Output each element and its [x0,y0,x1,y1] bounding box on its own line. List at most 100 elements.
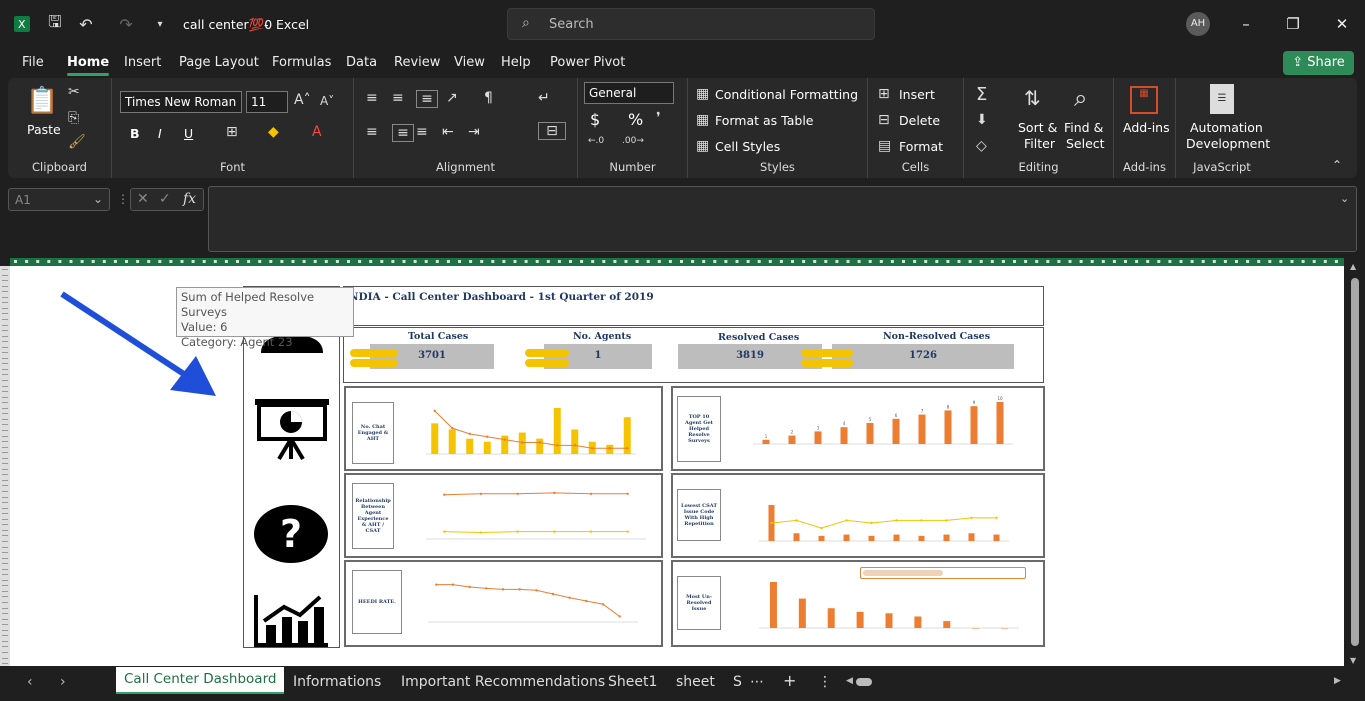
share-button[interactable]: ⇪ Share [1283,51,1354,75]
borders-icon[interactable]: ⊞ [226,124,238,140]
font-name-select[interactable]: Times New Roman [120,91,242,113]
name-box[interactable]: A1 ⌄ [8,188,110,211]
expand-formula-icon[interactable]: ⌄ [1340,192,1350,205]
tab-data[interactable]: Data [346,55,378,70]
enter-icon[interactable]: ✓ [159,191,171,207]
tab-file[interactable]: File [22,55,44,70]
sheet-tab-sheet1[interactable]: Sheet1 [608,674,658,690]
addins-button[interactable]: Add-ins [1123,120,1170,135]
sort-filter-button-line2[interactable]: Filter [1024,136,1055,151]
close-icon[interactable]: ✕ [1335,15,1349,33]
italic-button[interactable]: I [158,126,162,141]
avatar[interactable]: AH [1186,12,1210,36]
font-color-icon[interactable]: A [312,124,322,140]
save-icon[interactable]: 🖫 [48,11,62,31]
automation-button-line2[interactable]: Development [1186,136,1271,151]
tab-view[interactable]: View [454,55,485,70]
autosum-icon[interactable]: Σ [976,84,988,105]
paste-button[interactable]: Paste [27,122,61,137]
align-top-icon[interactable]: ≡ [366,90,378,106]
rtl-icon[interactable]: ¶ [484,90,493,106]
next-sheet-icon[interactable]: › [60,674,66,690]
increase-indent-icon[interactable]: ⇥ [468,124,480,140]
restore-icon[interactable]: ❐ [1286,15,1300,33]
increase-font-icon[interactable]: A˄ [294,92,311,108]
comma-style-icon[interactable]: ❜ [656,110,661,126]
more-sheets-icon[interactable]: ⋯ [750,674,764,690]
sheet-tab-informations[interactable]: Informations [293,674,382,690]
year-slicer-1b[interactable] [350,359,398,367]
sheet-options-icon[interactable]: ⋮ [818,674,832,690]
underline-button[interactable]: U [184,126,194,141]
copy-icon[interactable]: ⎘ [68,110,80,126]
sheet-tab-sheet[interactable]: sheet [676,674,715,690]
sheet-tab-recommendations[interactable]: Important Recommendations [401,674,606,690]
undo-icon[interactable]: ↶ [79,14,93,34]
automation-button[interactable]: Automation [1190,120,1263,135]
decrease-decimal-icon[interactable]: .00→ [622,136,644,146]
format-painter-icon[interactable]: 🖌 [68,134,86,150]
formula-input[interactable] [208,186,1357,252]
bold-button[interactable]: B [130,126,140,141]
tab-help[interactable]: Help [501,55,531,70]
decrease-font-icon[interactable]: A˅ [320,94,335,108]
year-slicer-2a[interactable] [525,349,569,357]
tab-review[interactable]: Review [394,55,441,70]
orientation-icon[interactable]: ↗ [446,90,458,106]
scroll-up-icon[interactable]: ▲ [1350,262,1357,271]
add-sheet-icon[interactable]: + [783,671,797,690]
sort-filter-button[interactable]: Sort & [1018,120,1058,135]
vertical-scroll-thumb[interactable] [1351,278,1359,646]
find-select-button[interactable]: Find & [1064,120,1104,135]
year-slicer-3a[interactable] [801,349,853,357]
year-slicer-1a[interactable] [350,349,398,357]
scroll-left-icon[interactable]: ◀ [846,676,853,686]
horizontal-scrollbar[interactable]: ◀ ▶ [846,676,1346,688]
unresolved-slicer[interactable] [860,567,1026,579]
align-right-icon[interactable]: ≡ [416,124,428,140]
decrease-indent-icon[interactable]: ⇤ [442,124,454,140]
sheet-tab-dashboard[interactable]: Call Center Dashboard [116,667,285,694]
align-bottom-icon[interactable]: ≡ [416,90,438,108]
increase-decimal-icon[interactable]: ←.0 [588,136,605,146]
font-size-select[interactable]: 11 [246,91,288,113]
scroll-down-icon[interactable]: ▼ [1350,656,1357,665]
collapse-ribbon-icon[interactable]: ⌃ [1332,158,1343,172]
scroll-right-icon[interactable]: ▶ [1334,676,1341,686]
minimize-icon[interactable]: – [1242,15,1250,33]
clear-icon[interactable]: ◇ [976,138,987,154]
fill-color-icon[interactable]: ◆ [268,124,279,140]
conditional-formatting-button[interactable]: Conditional Formatting [715,87,859,102]
search-box[interactable]: ⌕ Search [507,8,875,40]
worksheet[interactable]: ? INDIA - Call Center Dashboard - 1st Qu… [10,266,1344,666]
wrap-text-icon[interactable]: ↵ [538,90,550,106]
sheet-tab-s[interactable]: S [733,674,742,690]
tab-home[interactable]: Home [67,55,110,76]
currency-button[interactable]: $ [590,110,601,129]
percent-button[interactable]: % [628,110,644,129]
cut-icon[interactable]: ✂ [68,84,80,100]
tab-power-pivot[interactable]: Power Pivot [550,55,626,70]
align-left-icon[interactable]: ≡ [366,124,378,140]
cell-styles-button[interactable]: Cell Styles [715,139,781,154]
format-as-table-button[interactable]: Format as Table [715,113,814,128]
fill-icon[interactable]: ⬇ [976,112,988,128]
align-middle-icon[interactable]: ≡ [392,90,404,106]
find-select-button-line2[interactable]: Select [1066,136,1105,151]
align-center-icon[interactable]: ≡ [392,124,414,142]
format-cells-button[interactable]: Format [899,139,944,154]
customize-qat-icon[interactable]: ▾ [157,18,163,30]
paste-icon[interactable]: 📋 [26,86,59,116]
tab-page-layout[interactable]: Page Layout [179,55,259,70]
prev-sheet-icon[interactable]: ‹ [27,674,33,690]
year-slicer-3b[interactable] [801,359,853,367]
cancel-icon[interactable]: ✕ [137,191,149,207]
insert-cells-button[interactable]: Insert [899,87,935,102]
insert-function-icon[interactable]: fx [183,191,197,207]
tab-formulas[interactable]: Formulas [272,55,332,70]
horizontal-scroll-thumb[interactable] [856,678,872,686]
redo-icon[interactable]: ↷ [119,14,133,34]
merge-center-icon[interactable]: ⊟ [538,122,566,140]
tab-insert[interactable]: Insert [124,55,162,70]
number-format-select[interactable]: General [584,82,674,104]
